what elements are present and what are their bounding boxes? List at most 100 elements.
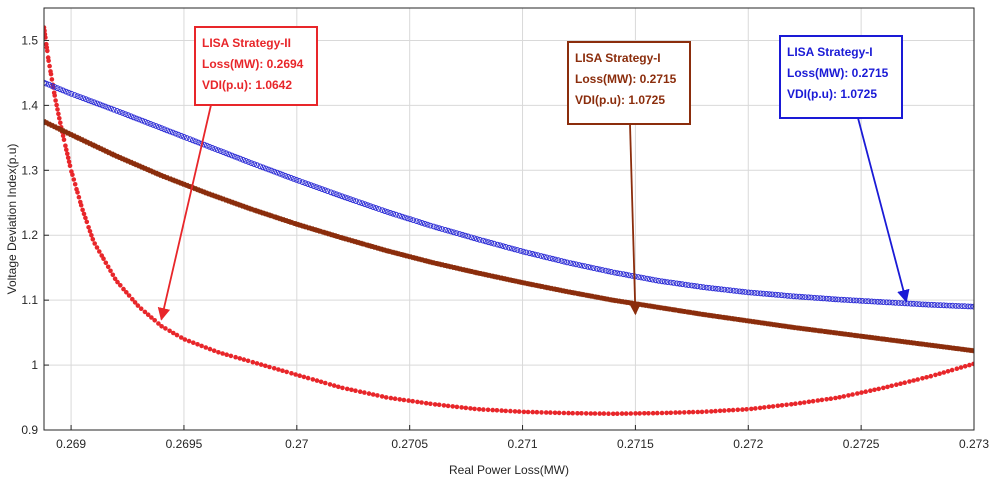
data-point	[468, 406, 473, 411]
data-point	[465, 268, 472, 274]
data-point	[302, 180, 309, 187]
data-point	[664, 410, 669, 416]
data-point	[297, 222, 303, 228]
data-point	[787, 293, 794, 299]
data-point	[646, 303, 652, 309]
data-point	[837, 330, 843, 336]
data-point	[229, 199, 235, 205]
data-point	[316, 185, 323, 192]
data-point	[911, 340, 917, 346]
data-point	[320, 229, 327, 235]
data-point	[252, 207, 258, 213]
data-point	[237, 202, 243, 208]
data-point	[51, 84, 58, 90]
data-point	[829, 296, 836, 303]
data-point	[606, 411, 611, 417]
data-point	[178, 335, 184, 340]
data-point	[962, 347, 968, 353]
data-point	[439, 226, 445, 232]
data-point	[866, 334, 872, 340]
data-point	[502, 244, 509, 250]
data-point	[477, 270, 483, 277]
data-point	[344, 386, 350, 392]
data-point	[810, 398, 816, 404]
data-point	[108, 268, 113, 274]
data-point	[494, 241, 501, 248]
data-point	[90, 142, 96, 148]
data-point	[73, 134, 80, 140]
data-point	[883, 299, 890, 306]
data-point	[413, 255, 419, 261]
data-point	[623, 271, 630, 278]
annotation-line: LISA Strategy-II	[202, 36, 291, 50]
data-point	[619, 411, 625, 416]
data-point	[358, 240, 364, 246]
data-point	[257, 163, 264, 170]
data-point	[366, 243, 373, 249]
data-point	[274, 215, 280, 221]
data-point	[806, 399, 812, 405]
data-point	[545, 285, 551, 291]
data-point	[578, 291, 584, 297]
data-point	[573, 261, 579, 268]
data-point	[86, 225, 91, 230]
data-point	[453, 230, 460, 237]
data-point	[396, 212, 403, 219]
annotation-1: LISA Strategy-II Loss(MW): 0.2694 VDI(p.u)…	[157, 26, 318, 321]
data-point	[217, 148, 224, 155]
data-point	[174, 332, 180, 338]
data-point	[815, 398, 821, 403]
data-point	[868, 298, 875, 305]
data-point	[932, 343, 938, 349]
data-point	[463, 267, 469, 273]
data-point	[961, 303, 968, 310]
data-point	[362, 390, 367, 395]
data-point	[784, 292, 791, 299]
annotation-3: LISA Strategy-I Loss(MW): 0.2715 VDI(p.u):…	[779, 35, 910, 303]
data-point	[57, 116, 62, 121]
data-point	[685, 282, 692, 289]
data-point	[97, 249, 102, 254]
data-point	[715, 286, 722, 292]
data-point	[53, 98, 58, 103]
data-point	[510, 277, 516, 284]
data-point	[959, 346, 965, 352]
data-point	[288, 174, 294, 181]
data-point	[778, 292, 785, 299]
data-point	[615, 411, 620, 417]
data-point	[430, 223, 437, 230]
data-point	[759, 320, 765, 326]
data-point	[506, 244, 512, 251]
data-point	[54, 125, 61, 131]
data-point	[187, 136, 193, 143]
data-point	[811, 294, 818, 301]
data-point	[228, 353, 234, 359]
data-point	[126, 293, 132, 298]
data-point	[831, 330, 837, 336]
data-point	[771, 322, 777, 328]
data-point	[857, 333, 864, 339]
data-point	[65, 89, 72, 96]
data-point	[83, 215, 88, 221]
data-point	[814, 295, 821, 301]
data-point	[401, 252, 407, 258]
data-point	[637, 411, 642, 416]
data-point	[152, 318, 157, 323]
annotation-2: LISA Strategy-I Loss(MW): 0.2715 VDI(p.u):…	[567, 41, 691, 316]
data-point	[328, 189, 334, 196]
data-point	[122, 157, 128, 163]
data-point	[445, 227, 452, 234]
data-point	[54, 85, 61, 92]
data-point	[250, 359, 256, 365]
data-point	[245, 159, 252, 165]
data-point	[847, 297, 854, 304]
data-point	[920, 341, 926, 347]
data-point	[277, 216, 283, 222]
data-point	[666, 306, 672, 312]
data-point	[736, 288, 743, 295]
data-point	[695, 409, 701, 415]
annotation-box	[567, 41, 691, 125]
data-point	[419, 257, 425, 263]
data-point	[49, 83, 55, 89]
data-point	[450, 229, 457, 236]
